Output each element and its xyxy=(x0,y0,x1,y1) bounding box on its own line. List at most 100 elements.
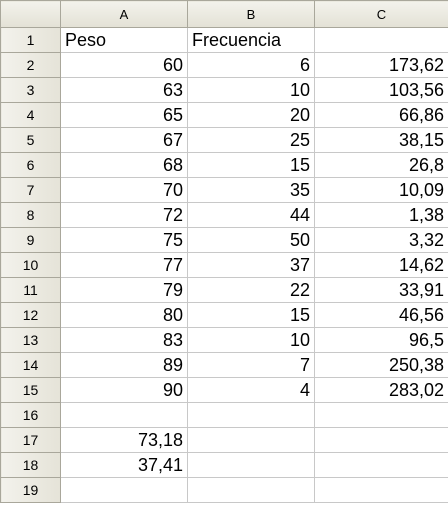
cell-c4[interactable]: 66,86 xyxy=(315,103,448,128)
cell-b6[interactable]: 15 xyxy=(188,153,315,178)
cell-c16[interactable] xyxy=(315,403,448,428)
cell-b15[interactable]: 4 xyxy=(188,378,315,403)
cell-a11[interactable]: 79 xyxy=(61,278,188,303)
row-header[interactable]: 4 xyxy=(1,103,61,128)
row-header[interactable]: 9 xyxy=(1,228,61,253)
table-row: 7 70 35 10,09 xyxy=(1,178,448,203)
table-row: 19 xyxy=(1,478,448,503)
cell-c9[interactable]: 3,32 xyxy=(315,228,448,253)
table-row: 17 73,18 xyxy=(1,428,448,453)
row-header[interactable]: 6 xyxy=(1,153,61,178)
cell-b16[interactable] xyxy=(188,403,315,428)
table-row: 1 Peso Frecuencia xyxy=(1,28,448,53)
cell-a13[interactable]: 83 xyxy=(61,328,188,353)
cell-b18[interactable] xyxy=(188,453,315,478)
table-row: 3 63 10 103,56 xyxy=(1,78,448,103)
table-row: 16 xyxy=(1,403,448,428)
cell-b2[interactable]: 6 xyxy=(188,53,315,78)
cell-b4[interactable]: 20 xyxy=(188,103,315,128)
table-row: 13 83 10 96,5 xyxy=(1,328,448,353)
column-header-b[interactable]: B xyxy=(188,1,315,28)
row-header[interactable]: 1 xyxy=(1,28,61,53)
row-header[interactable]: 7 xyxy=(1,178,61,203)
row-header[interactable]: 15 xyxy=(1,378,61,403)
cell-b11[interactable]: 22 xyxy=(188,278,315,303)
cell-c5[interactable]: 38,15 xyxy=(315,128,448,153)
table-row: 10 77 37 14,62 xyxy=(1,253,448,278)
row-header[interactable]: 19 xyxy=(1,478,61,503)
row-header[interactable]: 12 xyxy=(1,303,61,328)
row-header[interactable]: 3 xyxy=(1,78,61,103)
cell-b14[interactable]: 7 xyxy=(188,353,315,378)
cell-c10[interactable]: 14,62 xyxy=(315,253,448,278)
cell-b1[interactable]: Frecuencia xyxy=(188,28,315,53)
row-header[interactable]: 17 xyxy=(1,428,61,453)
row-header[interactable]: 10 xyxy=(1,253,61,278)
cell-b7[interactable]: 35 xyxy=(188,178,315,203)
row-header[interactable]: 2 xyxy=(1,53,61,78)
cell-a12[interactable]: 80 xyxy=(61,303,188,328)
row-header[interactable]: 16 xyxy=(1,403,61,428)
table-row: 6 68 15 26,8 xyxy=(1,153,448,178)
cell-c11[interactable]: 33,91 xyxy=(315,278,448,303)
row-header[interactable]: 18 xyxy=(1,453,61,478)
cell-b19[interactable] xyxy=(188,478,315,503)
cell-a18[interactable]: 37,41 xyxy=(61,453,188,478)
cell-c15[interactable]: 283,02 xyxy=(315,378,448,403)
table-row: 11 79 22 33,91 xyxy=(1,278,448,303)
cell-c19[interactable] xyxy=(315,478,448,503)
cell-a16[interactable] xyxy=(61,403,188,428)
cell-a14[interactable]: 89 xyxy=(61,353,188,378)
row-header[interactable]: 13 xyxy=(1,328,61,353)
table-row: 15 90 4 283,02 xyxy=(1,378,448,403)
cell-c18[interactable] xyxy=(315,453,448,478)
table-row: 2 60 6 173,62 xyxy=(1,53,448,78)
row-header[interactable]: 5 xyxy=(1,128,61,153)
cell-b10[interactable]: 37 xyxy=(188,253,315,278)
cell-a5[interactable]: 67 xyxy=(61,128,188,153)
cell-grid: A B C 1 Peso Frecuencia 2 60 6 173,62 3 … xyxy=(0,0,448,503)
table-row: 5 67 25 38,15 xyxy=(1,128,448,153)
cell-c3[interactable]: 103,56 xyxy=(315,78,448,103)
cell-c2[interactable]: 173,62 xyxy=(315,53,448,78)
select-all-corner[interactable] xyxy=(1,1,61,28)
cell-c13[interactable]: 96,5 xyxy=(315,328,448,353)
cell-c14[interactable]: 250,38 xyxy=(315,353,448,378)
cell-a3[interactable]: 63 xyxy=(61,78,188,103)
row-header[interactable]: 14 xyxy=(1,353,61,378)
cell-c6[interactable]: 26,8 xyxy=(315,153,448,178)
cell-c12[interactable]: 46,56 xyxy=(315,303,448,328)
cell-a15[interactable]: 90 xyxy=(61,378,188,403)
table-row: 12 80 15 46,56 xyxy=(1,303,448,328)
cell-b12[interactable]: 15 xyxy=(188,303,315,328)
cell-a19[interactable] xyxy=(61,478,188,503)
cell-c7[interactable]: 10,09 xyxy=(315,178,448,203)
cell-c1[interactable] xyxy=(315,28,448,53)
cell-a17[interactable]: 73,18 xyxy=(61,428,188,453)
cell-a6[interactable]: 68 xyxy=(61,153,188,178)
cell-b8[interactable]: 44 xyxy=(188,203,315,228)
cell-b5[interactable]: 25 xyxy=(188,128,315,153)
cell-b17[interactable] xyxy=(188,428,315,453)
column-header-a[interactable]: A xyxy=(61,1,188,28)
cell-a10[interactable]: 77 xyxy=(61,253,188,278)
cell-a1[interactable]: Peso xyxy=(61,28,188,53)
table-row: 18 37,41 xyxy=(1,453,448,478)
cell-b3[interactable]: 10 xyxy=(188,78,315,103)
cell-c8[interactable]: 1,38 xyxy=(315,203,448,228)
table-row: 8 72 44 1,38 xyxy=(1,203,448,228)
cell-c17[interactable] xyxy=(315,428,448,453)
table-row: 14 89 7 250,38 xyxy=(1,353,448,378)
cell-a4[interactable]: 65 xyxy=(61,103,188,128)
column-header-c[interactable]: C xyxy=(315,1,448,28)
cell-b9[interactable]: 50 xyxy=(188,228,315,253)
cell-a9[interactable]: 75 xyxy=(61,228,188,253)
cell-a7[interactable]: 70 xyxy=(61,178,188,203)
row-header[interactable]: 11 xyxy=(1,278,61,303)
row-header[interactable]: 8 xyxy=(1,203,61,228)
cell-b13[interactable]: 10 xyxy=(188,328,315,353)
table-row: 4 65 20 66,86 xyxy=(1,103,448,128)
cell-a8[interactable]: 72 xyxy=(61,203,188,228)
cell-a2[interactable]: 60 xyxy=(61,53,188,78)
